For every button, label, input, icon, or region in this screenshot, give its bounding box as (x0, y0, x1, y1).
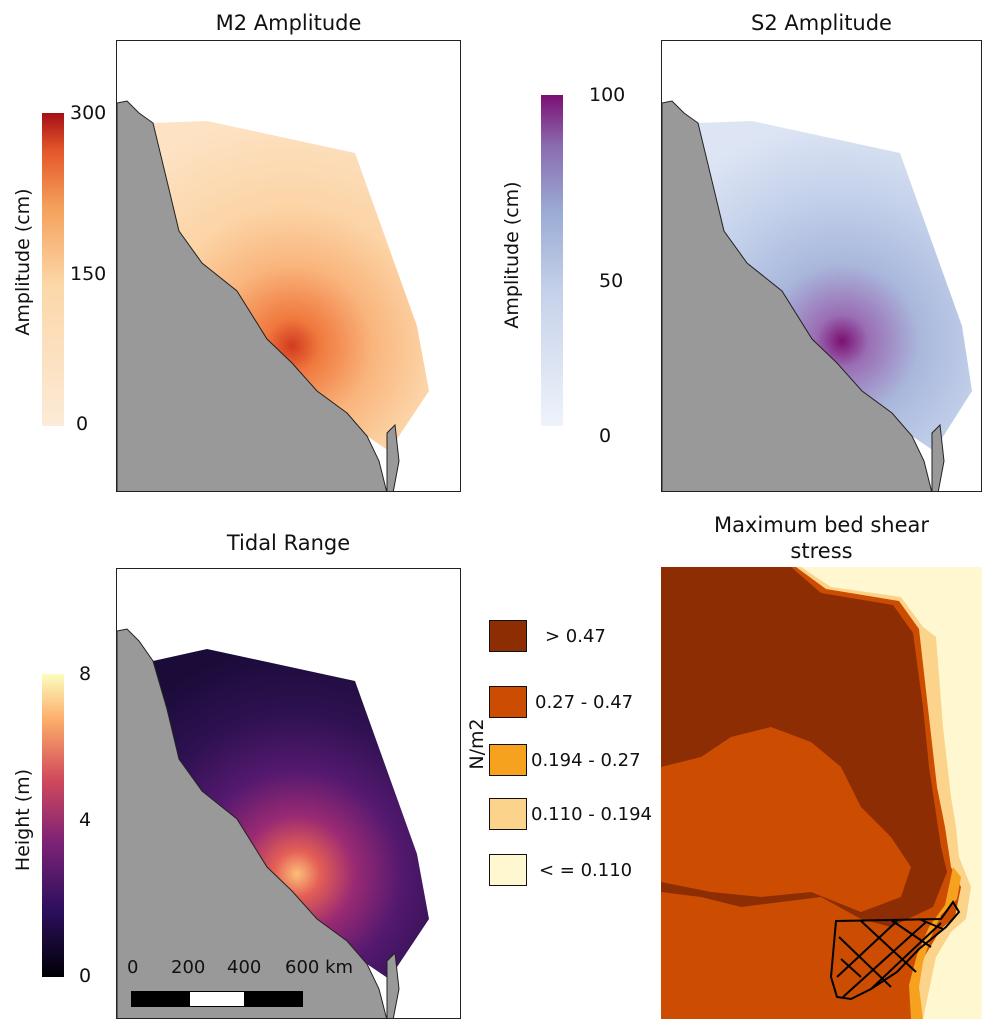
scalebar (131, 991, 303, 1007)
legend-item-2 (489, 686, 527, 718)
tidal-sea-field (153, 649, 429, 979)
legend-item-1 (489, 620, 527, 652)
s2-tick-100: 100 (589, 84, 626, 106)
m2-colorbar (42, 113, 64, 426)
legend-label-3: 0.194 - 0.27 (531, 750, 641, 771)
legend-swatch-2 (489, 686, 527, 718)
s2-sea-field (698, 121, 972, 451)
m2-tick-0: 0 (76, 413, 89, 435)
m2-tick-300: 300 (70, 102, 107, 124)
shear-title-line1: Maximum bed shear (713, 513, 930, 537)
legend-item-3 (489, 744, 527, 776)
legend-label-4: 0.110 - 0.194 (531, 804, 652, 825)
legend-item-4 (489, 798, 527, 830)
legend-swatch-3 (489, 744, 527, 776)
legend-swatch-1 (489, 620, 527, 652)
s2-land (662, 100, 933, 491)
m2-tick-150: 150 (70, 263, 107, 285)
scalebar-segment-2 (189, 991, 245, 1007)
shear-zone-mid-patch (661, 727, 911, 912)
legend-label-5: < = 0.110 (539, 860, 633, 881)
tidal-map-panel: 0 200 400 600 km (116, 568, 461, 1019)
s2-colorbar-label: Amplitude (cm) (501, 181, 523, 329)
study-area-polygon (829, 900, 961, 1001)
m2-map-panel (116, 40, 461, 492)
scalebar-label-0: 0 (127, 957, 139, 978)
m2-colorbar-label: Amplitude (cm) (12, 188, 34, 336)
tidal-tick-4: 4 (79, 809, 92, 831)
m2-sea-field (153, 121, 429, 451)
scalebar-segment-3 (245, 991, 303, 1007)
scalebar-label-400: 400 (227, 957, 262, 978)
s2-colorbar (541, 95, 563, 426)
tidal-colorbar (42, 674, 64, 977)
scalebar-label-600km: 600 km (285, 957, 354, 978)
s2-tick-50: 50 (599, 270, 624, 292)
tidal-land (117, 628, 388, 1018)
shear-map-panel (661, 567, 982, 1019)
shear-zone-orange-strip (909, 867, 961, 1019)
tidal-island-strip (386, 951, 400, 1018)
shear-legend: > 0.47 0.27 - 0.47 0.194 - 0.27 0.110 - … (489, 620, 659, 890)
tidal-tick-0: 0 (79, 965, 92, 987)
tidal-tick-8: 8 (79, 663, 92, 685)
m2-title: M2 Amplitude (215, 11, 362, 35)
m2-island-strip (386, 423, 400, 491)
legend-swatch-4 (489, 798, 527, 830)
legend-item-5 (489, 854, 527, 886)
s2-tick-0: 0 (599, 425, 612, 447)
tidal-title: Tidal Range (226, 531, 351, 555)
m2-land (117, 100, 388, 491)
scalebar-label-200: 200 (171, 957, 206, 978)
s2-island-strip (931, 423, 945, 491)
shear-unit-label: N/m2 (466, 718, 488, 770)
scalebar-segment-1 (131, 991, 189, 1007)
tidal-colorbar-label: Height (m) (12, 768, 34, 872)
legend-swatch-5 (489, 854, 527, 886)
s2-map-panel (661, 40, 982, 492)
legend-label-2: 0.27 - 0.47 (535, 692, 634, 713)
legend-label-1: > 0.47 (545, 626, 606, 647)
shear-title-line2: stress (790, 539, 853, 563)
s2-title: S2 Amplitude (751, 11, 892, 35)
